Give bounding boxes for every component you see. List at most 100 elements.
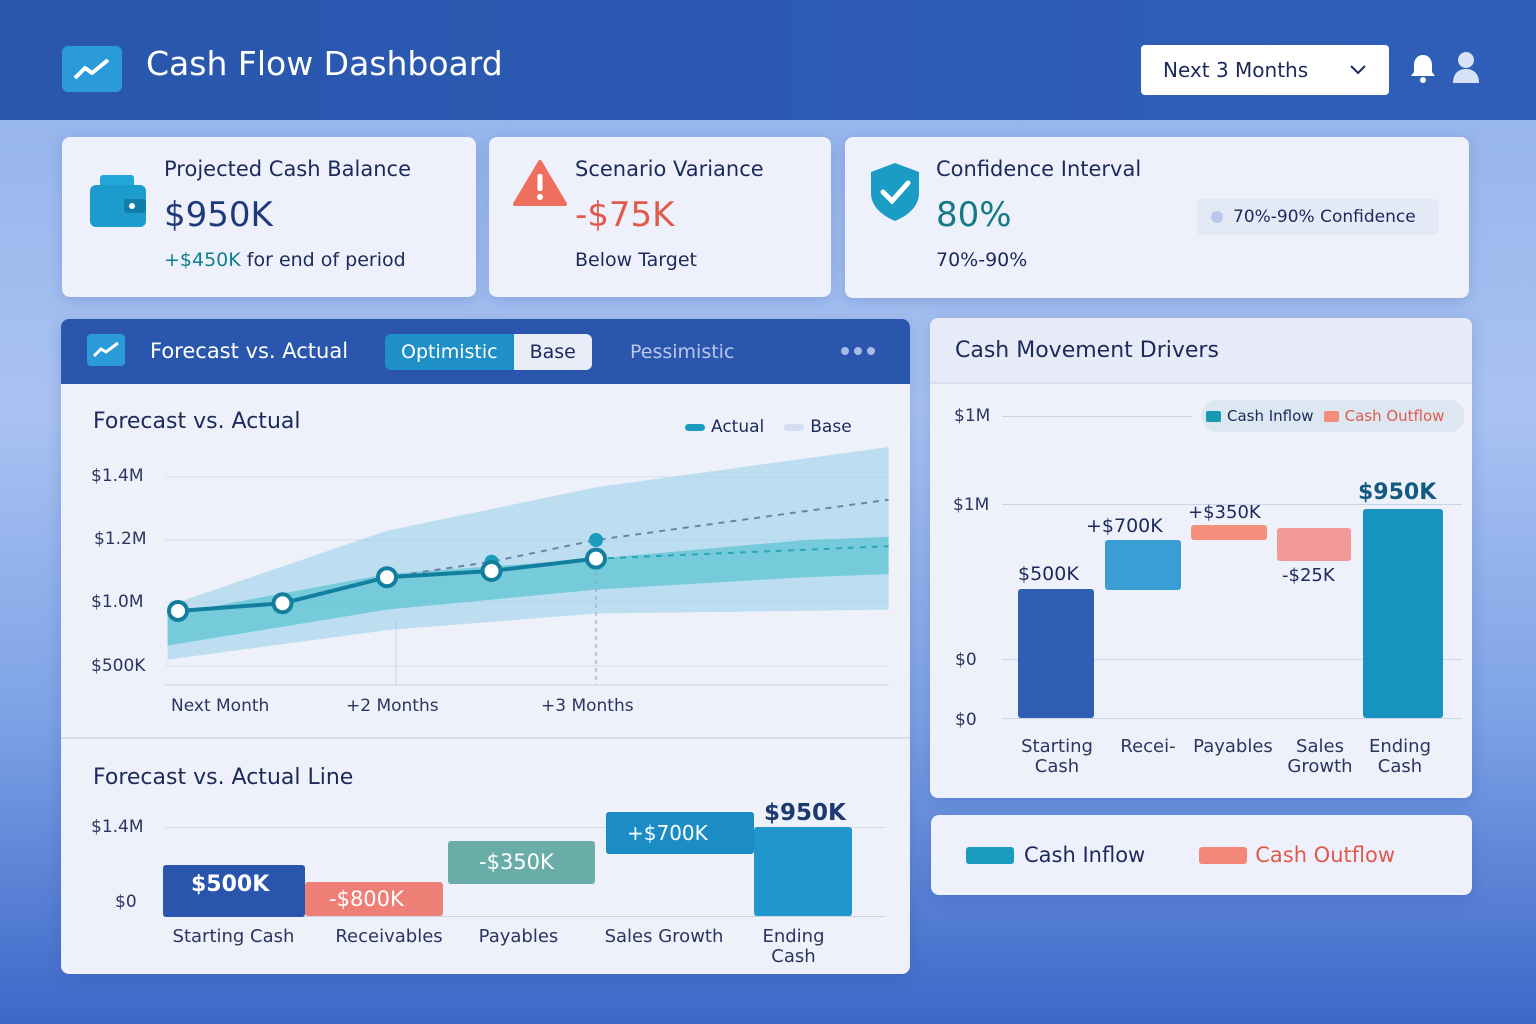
kpi-value: 80% bbox=[936, 195, 1012, 235]
legend-base: Base bbox=[810, 417, 852, 437]
legend-swatch-outflow bbox=[1323, 410, 1339, 422]
inflow-swatch bbox=[966, 846, 1014, 864]
waterfall-bar bbox=[305, 882, 443, 916]
actual-point bbox=[585, 547, 607, 570]
x-category: Sales Growth bbox=[1287, 736, 1353, 777]
confidence-badge: 70%-90% Confidence bbox=[1197, 199, 1439, 235]
divider bbox=[61, 737, 910, 739]
gridline bbox=[1002, 416, 1192, 417]
y-tick: $1M bbox=[954, 406, 991, 426]
x-category: Starting Cash bbox=[172, 926, 295, 947]
y-tick: $1.0M bbox=[91, 592, 144, 612]
chart-title: Cash Movement Drivers bbox=[955, 338, 1219, 363]
actual-point bbox=[376, 566, 398, 589]
forecast-panel-header: Forecast vs. Actual Optimistic Base Pess… bbox=[61, 319, 910, 384]
kpi-title: Projected Cash Balance bbox=[164, 157, 411, 181]
wallet-icon bbox=[90, 175, 146, 227]
chart-title: Forecast vs. Actual bbox=[93, 409, 301, 434]
gridline bbox=[1002, 659, 1462, 660]
legend-panel: Cash Inflow Cash Outflow bbox=[931, 815, 1472, 895]
actual-point bbox=[480, 560, 503, 582]
period-select-value: Next 3 Months bbox=[1163, 58, 1309, 82]
kpi-sub: Below Target bbox=[575, 249, 697, 271]
bar-value-label: $500K bbox=[1018, 563, 1079, 585]
kpi-projected-cash: Projected Cash Balance $950K +$450K for … bbox=[62, 137, 476, 297]
base-point bbox=[589, 533, 603, 547]
x-category: Starting Cash bbox=[1021, 736, 1093, 777]
bar-value-label: $950K bbox=[1358, 480, 1437, 505]
bar-value-label: $500K bbox=[191, 872, 270, 897]
waterfall-bar bbox=[754, 827, 852, 916]
more-options-icon[interactable] bbox=[841, 347, 875, 355]
panel-title: Forecast vs. Actual bbox=[150, 339, 349, 363]
legend-outflow-label: Cash Outflow bbox=[1255, 843, 1395, 867]
base-forecast-line bbox=[386, 498, 889, 579]
tab-optimistic[interactable]: Optimistic bbox=[385, 334, 514, 370]
bar-value-label: -$350K bbox=[479, 850, 554, 874]
waterfall-bar bbox=[606, 812, 754, 854]
shield-check-icon bbox=[871, 163, 919, 221]
x-category: Ending Cash bbox=[1368, 736, 1432, 777]
x-category: Payables bbox=[1193, 736, 1273, 757]
waterfall-bar bbox=[1105, 540, 1181, 590]
legend-inflow: Cash Inflow bbox=[1227, 407, 1314, 425]
y-tick: $0 bbox=[955, 710, 977, 730]
tab-pessimistic[interactable]: Pessimistic bbox=[630, 341, 735, 363]
waterfall-bar bbox=[163, 865, 305, 917]
y-tick: $500K bbox=[91, 656, 146, 676]
waterfall-bar bbox=[448, 841, 595, 884]
chevron-down-icon bbox=[1350, 65, 1366, 75]
forecast-trend-line bbox=[595, 545, 889, 560]
y-tick: $1.4M bbox=[91, 466, 144, 486]
kpi-confidence-interval: Confidence Interval 80% 70%-90% 70%-90% … bbox=[845, 137, 1469, 298]
kpi-title: Confidence Interval bbox=[936, 157, 1142, 181]
actual-point bbox=[271, 592, 294, 615]
kpi-scenario-variance: Scenario Variance -$75K Below Target bbox=[489, 137, 831, 297]
kpi-sub: for end of period bbox=[246, 249, 406, 271]
y-tick: $1.4M bbox=[91, 817, 144, 837]
kpi-value: -$75K bbox=[575, 195, 675, 235]
confidence-band bbox=[167, 536, 889, 646]
legend-outflow: Cash Outflow bbox=[1344, 407, 1445, 425]
forecast-panel: Forecast vs. Actual Optimistic Base Pess… bbox=[61, 319, 910, 974]
waterfall-bar bbox=[1363, 509, 1443, 718]
forecast-line-chart bbox=[165, 447, 889, 686]
trend-line-icon bbox=[62, 46, 122, 92]
actual-point bbox=[167, 599, 189, 622]
legend-swatch-inflow bbox=[1206, 410, 1221, 422]
kpi-title: Scenario Variance bbox=[575, 157, 764, 181]
x-tick: +3 Months bbox=[541, 696, 634, 716]
bar-value-label: +$700K bbox=[627, 821, 708, 845]
badge-text: 70%-90% Confidence bbox=[1233, 207, 1416, 227]
period-select[interactable]: Next 3 Months bbox=[1141, 45, 1389, 95]
gridline bbox=[1002, 718, 1462, 719]
legend-swatch-actual bbox=[685, 423, 705, 431]
kpi-sub: 70%-90% bbox=[936, 249, 1028, 271]
user-icon[interactable] bbox=[1452, 50, 1480, 84]
bar-value-label: $950K bbox=[764, 800, 846, 826]
outflow-swatch bbox=[1199, 846, 1248, 864]
bar-value-label: +$700K bbox=[1086, 515, 1163, 537]
legend-swatch-base bbox=[784, 423, 805, 431]
dot-icon bbox=[1211, 211, 1223, 223]
trend-line-icon bbox=[87, 334, 125, 366]
bar-value-label: +$350K bbox=[1188, 502, 1261, 523]
cash-drivers-panel: Cash Movement Drivers Cash Inflow Cash O… bbox=[930, 318, 1472, 798]
x-category: Ending Cash bbox=[762, 926, 825, 967]
x-category: Receivables bbox=[335, 926, 443, 947]
x-category: Sales Growth bbox=[604, 926, 724, 947]
legend-actual: Actual bbox=[711, 417, 765, 437]
drivers-header bbox=[930, 318, 1472, 384]
chart-legend: Actual Base bbox=[685, 417, 852, 437]
waterfall-bar bbox=[1277, 528, 1351, 561]
tab-base[interactable]: Base bbox=[513, 334, 592, 370]
kpi-value: $950K bbox=[164, 195, 273, 235]
y-tick: $0 bbox=[955, 650, 977, 670]
waterfall-bar bbox=[1018, 589, 1094, 718]
app-header: Cash Flow Dashboard Next 3 Months bbox=[0, 0, 1536, 120]
y-tick: $1M bbox=[953, 495, 990, 515]
x-category: Recei- bbox=[1120, 736, 1176, 757]
bell-icon[interactable] bbox=[1408, 52, 1438, 84]
x-tick: Next Month bbox=[171, 696, 270, 716]
chart-title: Forecast vs. Actual Line bbox=[93, 765, 354, 790]
